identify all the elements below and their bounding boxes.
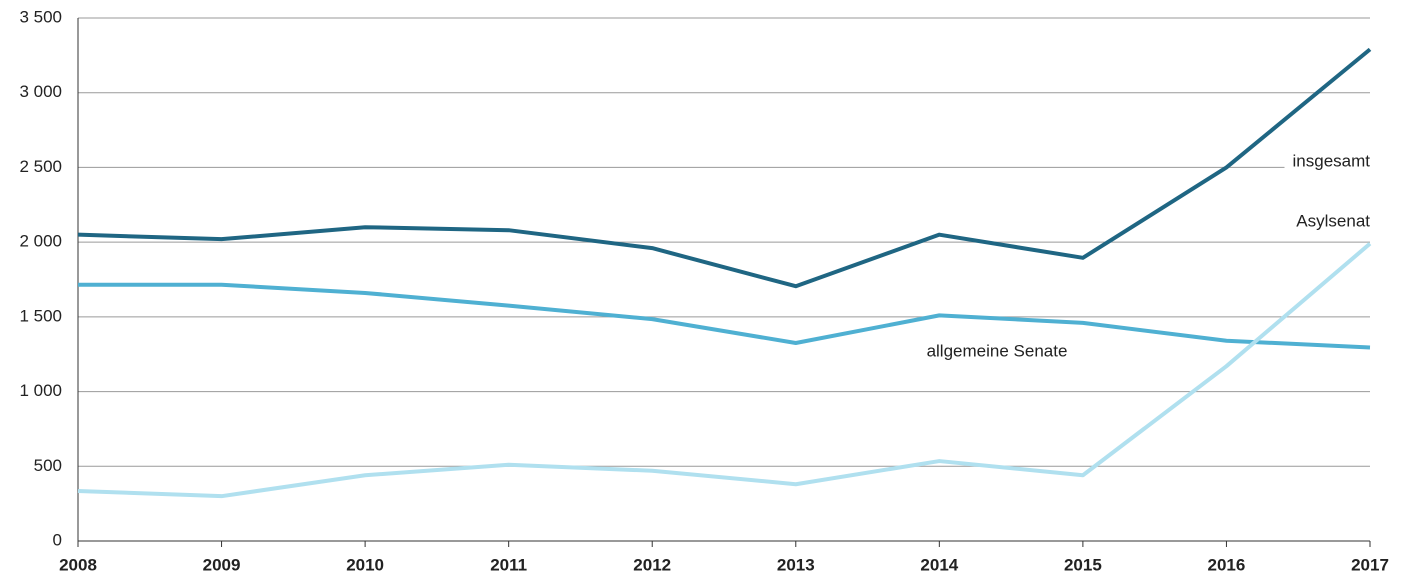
series-label: Asylsenat [1296, 211, 1370, 230]
series-line [77, 47, 1372, 289]
y-tick-label: 1 000 [19, 381, 62, 400]
y-tick-label: 2 000 [19, 232, 62, 251]
y-tick-label: 3 500 [19, 7, 62, 26]
y-tick-label: 0 [53, 530, 62, 549]
y-tick-label: 3 000 [19, 82, 62, 101]
series-label: allgemeine Senate [927, 341, 1068, 360]
x-tick-label: 2010 [346, 555, 384, 574]
x-tick-label: 2008 [59, 555, 97, 574]
x-tick-label: 2016 [1208, 555, 1246, 574]
x-tick-label: 2017 [1351, 555, 1389, 574]
y-tick-label: 1 500 [19, 306, 62, 325]
y-tick-label: 500 [34, 456, 62, 475]
series-line [78, 282, 1371, 350]
series-line [77, 242, 1372, 499]
x-tick-label: 2014 [920, 555, 958, 574]
x-tick-label: 2013 [777, 555, 815, 574]
x-tick-label: 2012 [633, 555, 671, 574]
y-tick-label: 2 500 [19, 157, 62, 176]
x-tick-label: 2009 [203, 555, 241, 574]
x-tick-label: 2011 [490, 555, 527, 574]
label-background [1284, 149, 1371, 173]
x-tick-label: 2015 [1064, 555, 1102, 574]
series-label: insgesamt [1293, 151, 1371, 170]
